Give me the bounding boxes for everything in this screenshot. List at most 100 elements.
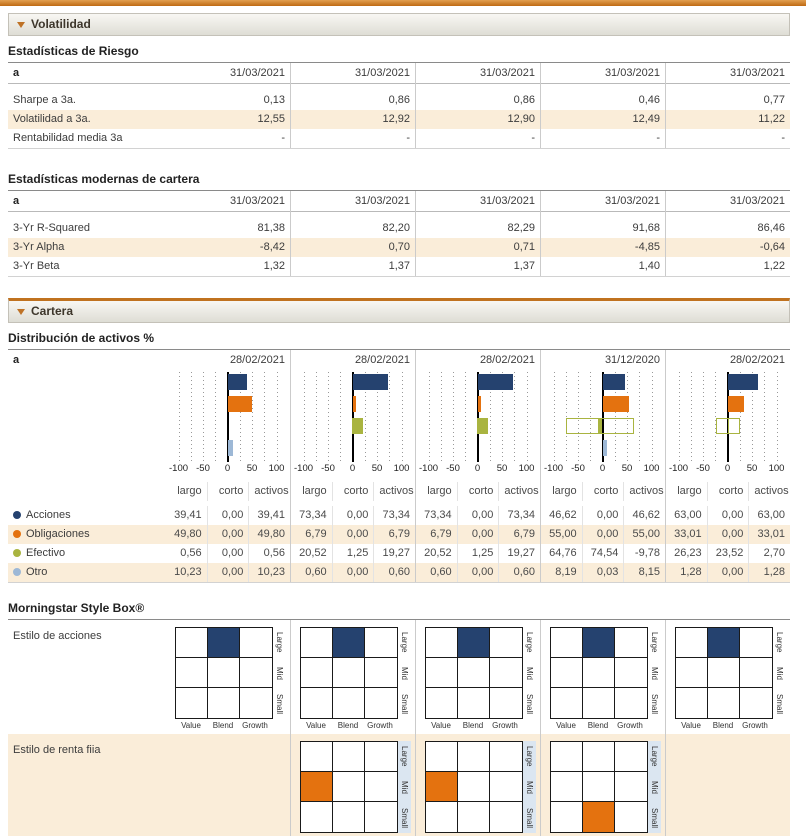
sub-column-header: activos <box>498 482 540 501</box>
allocation-value-cell: 46,62 <box>549 509 577 521</box>
axis-tick-label: -50 <box>446 463 460 474</box>
allocation-value-cell: 73,34 <box>498 506 540 525</box>
sub-column-header: largo <box>677 485 702 497</box>
style-box-cell <box>458 628 490 658</box>
sub-column-header: corto <box>206 482 249 501</box>
gridline <box>776 372 778 462</box>
axis-tick-label: 0 <box>599 463 606 474</box>
allocation-value-cell: 73,34 <box>373 506 415 525</box>
allocation-value-cell: 0,60 <box>430 566 452 578</box>
style-box-grid <box>550 627 648 719</box>
chart-axis: -100 -50 0 50 100 <box>544 462 659 475</box>
sub-column-header: activos <box>373 482 415 501</box>
style-box-cell <box>740 628 772 658</box>
style-box-row-label: Estilo de acciones <box>13 630 102 639</box>
size-label: Mid <box>650 666 659 680</box>
size-label: Small <box>525 693 534 714</box>
style-label: Growth <box>742 721 768 730</box>
style-label: Growth <box>492 721 518 730</box>
style-box-cell <box>583 628 615 658</box>
section-header-cartera[interactable]: Cartera <box>8 298 790 323</box>
axis-tick-label: -50 <box>321 463 335 474</box>
gridline <box>315 372 317 462</box>
gridline <box>340 372 342 462</box>
axis-tick-label: 0 <box>474 463 481 474</box>
style-box-cell <box>333 802 365 832</box>
allocation-row-label: Otro <box>8 563 165 582</box>
allocation-value-cell: 2,70 <box>748 544 790 563</box>
style-box-cell <box>333 742 365 772</box>
sub-column-header: corto <box>331 482 374 501</box>
allocation-row: Efectivo 0,56 0,00 0,56 20,52 1,25 19,27 20,52 1… <box>8 544 790 563</box>
sub-column-header: largo <box>302 485 327 497</box>
net-allocation-bar <box>727 396 744 412</box>
date-header: 31/03/2021 <box>229 195 285 207</box>
style-box-cell <box>365 628 397 658</box>
style-box-cell <box>365 772 397 802</box>
gridline <box>303 372 305 462</box>
axis-tick-label: 100 <box>393 463 410 474</box>
allocation-value-cell: 49,80 <box>248 525 290 544</box>
allocation-value-cell: 26,23 <box>674 547 702 559</box>
style-box-heading: Morningstar Style Box® <box>8 599 790 620</box>
date-header: 28/02/2021 <box>229 354 285 366</box>
style-label: Growth <box>617 721 643 730</box>
axis-tick-label: -50 <box>571 463 585 474</box>
allocation-value-cell: 20,52 <box>424 547 452 559</box>
style-box-fund-cell: Large Mid Small Value Blend Growth <box>165 620 290 734</box>
gridline <box>489 372 491 462</box>
style-box-cell <box>333 628 365 658</box>
size-label: Small <box>400 807 409 828</box>
net-allocation-bar <box>477 396 481 412</box>
axis-tick-label: 100 <box>643 463 660 474</box>
gridline <box>252 372 253 462</box>
style-box-cell <box>708 658 740 688</box>
style-box-cell <box>615 772 647 802</box>
value-cell: - <box>281 132 285 144</box>
style-box-cell <box>426 628 458 658</box>
section-header-volatilidad[interactable]: Volatilidad <box>8 13 790 36</box>
style-box-cell <box>615 802 647 832</box>
style-label: Blend <box>212 721 234 730</box>
sub-column-header: corto <box>456 482 499 501</box>
allocation-value-cell: 0,00 <box>206 544 249 563</box>
allocation-value-cell: 74,54 <box>581 544 624 563</box>
value-cell: - <box>406 132 410 144</box>
value-cell: 1,37 <box>513 260 535 272</box>
value-cell: 1,37 <box>388 260 410 272</box>
value-cell: 1,40 <box>638 260 660 272</box>
style-box-cell <box>458 688 490 718</box>
date-header: 31/03/2021 <box>604 67 660 79</box>
row-label: 3-Yr R-Squared <box>13 222 91 234</box>
legend-dot-icon <box>13 568 21 576</box>
table-header-row: a 31/03/2021 31/03/2021 31/03/2021 31/03/202… <box>8 191 790 212</box>
value-cell: 82,20 <box>382 222 410 234</box>
gridline <box>401 372 403 462</box>
allocation-value-cell: 19,27 <box>373 544 415 563</box>
allocation-value-cell: 39,41 <box>174 509 202 521</box>
size-label: Small <box>275 693 284 714</box>
value-cell: 12,92 <box>382 113 410 125</box>
style-box-cell <box>615 688 647 718</box>
style-label: Growth <box>367 721 393 730</box>
allocation-row-label: Obligaciones <box>8 525 165 544</box>
style-box-fund-cell: Large Mid Small Value Blend Growth <box>540 620 665 734</box>
date-header: 31/03/2021 <box>729 67 785 79</box>
size-axis-labels: Large Mid Small <box>523 627 536 719</box>
allocation-value-cell: 0,00 <box>706 506 749 525</box>
table-corner-header: a <box>13 354 20 366</box>
style-box-cell <box>551 802 583 832</box>
allocation-value-cell: 10,23 <box>174 566 202 578</box>
style-box-cell <box>426 742 458 772</box>
gridline <box>428 372 430 462</box>
style-label: Value <box>556 721 576 730</box>
style-box-cell <box>551 628 583 658</box>
value-cell: 0,70 <box>388 241 410 253</box>
value-cell: 91,68 <box>632 222 660 234</box>
net-allocation-bar <box>477 374 514 390</box>
style-box-cell <box>490 628 522 658</box>
asset-allocation-chart: -100 -50 0 50 100 <box>169 372 284 475</box>
collapse-triangle-icon <box>17 22 25 28</box>
axis-tick-label: 100 <box>768 463 785 474</box>
axis-tick-label: 0 <box>224 463 231 474</box>
